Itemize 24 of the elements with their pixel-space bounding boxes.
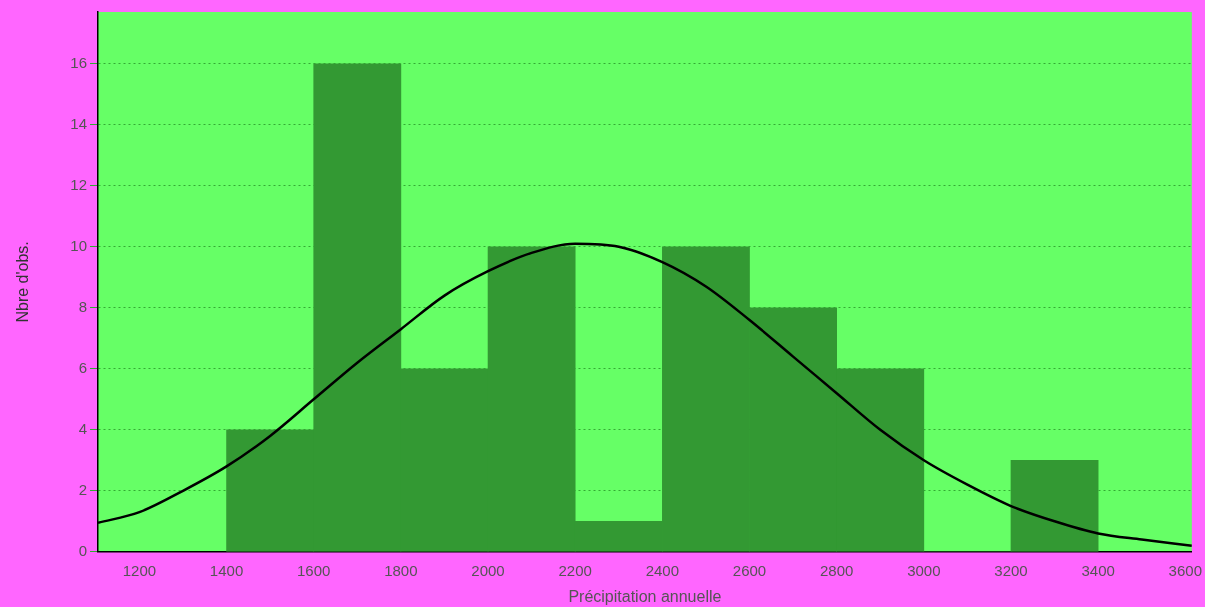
x-tick-label: 3400	[1081, 561, 1115, 579]
y-tick-label: 8	[78, 297, 87, 315]
y-tick-label: 14	[70, 114, 87, 132]
x-tick-label: 1400	[209, 561, 244, 579]
x-tick-label: 2400	[645, 561, 680, 579]
y-tick-label: 0	[78, 541, 87, 559]
y-tick-label: 4	[78, 419, 87, 437]
x-tick-label: 1600	[297, 561, 331, 579]
y-tick-label: 16	[70, 53, 87, 71]
x-tick-label: 3200	[994, 561, 1028, 579]
x-tick-label: 3600	[1168, 561, 1202, 579]
y-tick-label: 6	[78, 358, 87, 376]
x-tick-label: 2600	[732, 561, 767, 579]
y-axis-title: Nbre d'obs.	[14, 241, 32, 323]
x-tick-label: 2200	[558, 561, 592, 579]
x-tick-label: 1200	[122, 561, 157, 579]
x-tick-label: 3000	[907, 561, 941, 579]
y-tick-label: 2	[78, 480, 87, 498]
y-tick-label: 12	[70, 175, 87, 193]
x-tick-label: 2000	[471, 561, 505, 579]
x-tick-label: 2800	[819, 561, 854, 579]
x-axis-title: Précipitation annuelle	[568, 587, 722, 605]
x-tick-label: 1800	[384, 561, 418, 579]
y-tick-label: 10	[70, 236, 87, 254]
